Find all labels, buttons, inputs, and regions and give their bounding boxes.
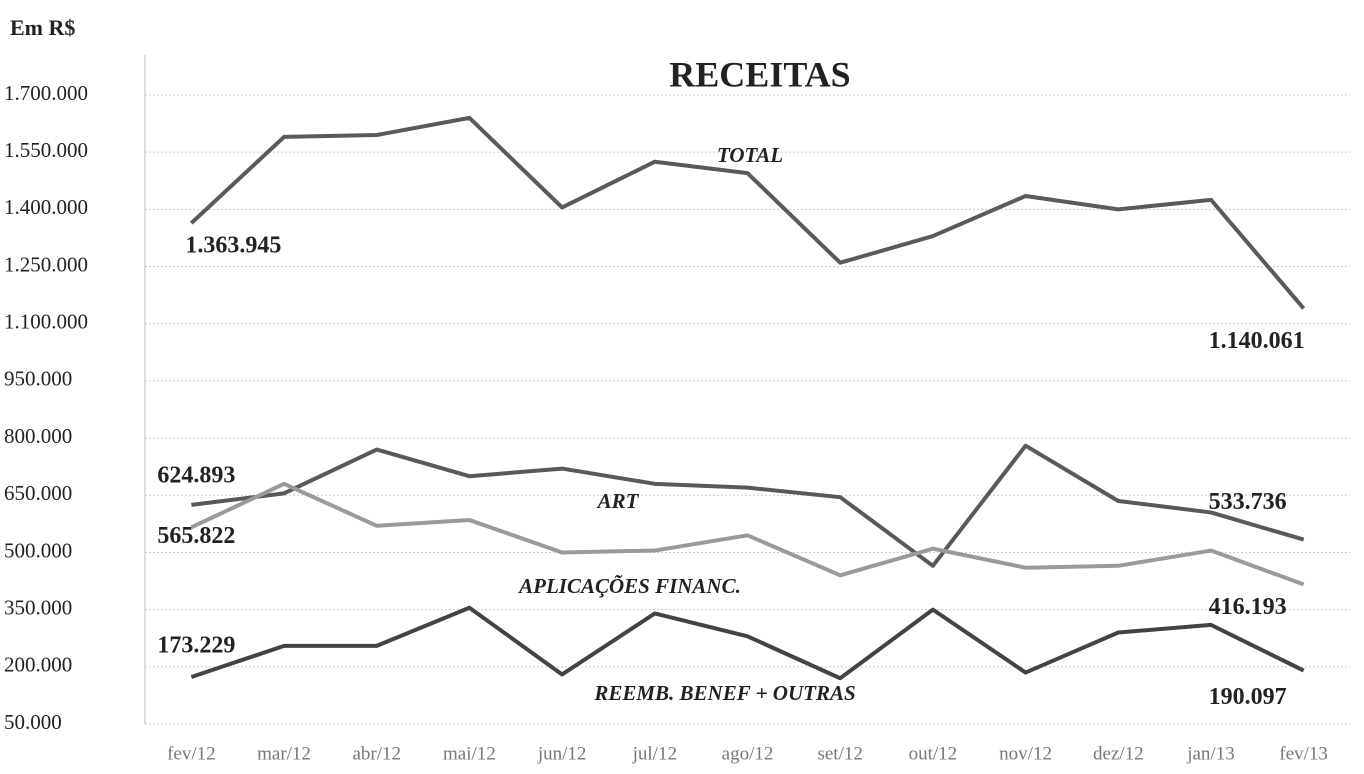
y-tick-label: 50.000: [4, 710, 62, 734]
y-tick-label: 1.400.000: [4, 195, 88, 219]
series-label: ART: [596, 489, 640, 513]
y-tick-label: 1.700.000: [4, 81, 88, 105]
x-tick-label: fev/12: [167, 743, 216, 764]
data-label: 565.822: [157, 523, 235, 549]
y-tick-label: 950.000: [4, 367, 72, 391]
x-tick-label: nov/12: [999, 743, 1052, 764]
data-label: 1.140.061: [1209, 328, 1305, 354]
series-line: [189, 115, 1306, 310]
y-tick-label: 1.100.000: [4, 310, 88, 334]
x-tick-label: set/12: [817, 743, 862, 764]
x-tick-label: ago/12: [722, 743, 774, 764]
x-tick-label: fev/13: [1279, 743, 1328, 764]
series-label: REEMB. BENEF + OUTRAS: [593, 681, 855, 705]
data-label: 416.193: [1209, 594, 1287, 620]
x-tick-label: mar/12: [257, 743, 311, 764]
x-tick-label: out/12: [909, 743, 958, 764]
x-tick-label: jan/13: [1186, 743, 1235, 764]
data-label: 624.893: [157, 462, 235, 488]
y-tick-label: 650.000: [4, 481, 72, 505]
y-tick-label: 500.000: [4, 538, 72, 562]
series-label: APLICAÇÕES FINANC.: [517, 574, 741, 598]
x-tick-label: dez/12: [1093, 743, 1144, 764]
series-label: TOTAL: [717, 143, 783, 167]
data-label: 1.363.945: [185, 233, 281, 259]
y-tick-label: 1.250.000: [4, 252, 88, 276]
x-tick-label: abr/12: [352, 743, 401, 764]
series-line: [191, 443, 1305, 568]
data-label: 173.229: [157, 633, 235, 659]
chart-title: RECEITAS: [669, 54, 850, 94]
x-tick-label: mai/12: [443, 743, 496, 764]
series-line: [190, 605, 1305, 681]
x-tick-label: jul/12: [632, 743, 677, 764]
y-tick-label: 350.000: [4, 595, 72, 619]
data-label: 533.736: [1209, 489, 1287, 515]
y-tick-label: 800.000: [4, 424, 72, 448]
y-tick-label: 1.550.000: [4, 138, 88, 162]
y-tick-label: 200.000: [4, 653, 72, 677]
data-label: 190.097: [1209, 684, 1287, 710]
x-tick-label: jun/12: [537, 743, 587, 764]
series-line: [190, 481, 1305, 587]
y-axis-label: Em R$: [10, 15, 75, 40]
